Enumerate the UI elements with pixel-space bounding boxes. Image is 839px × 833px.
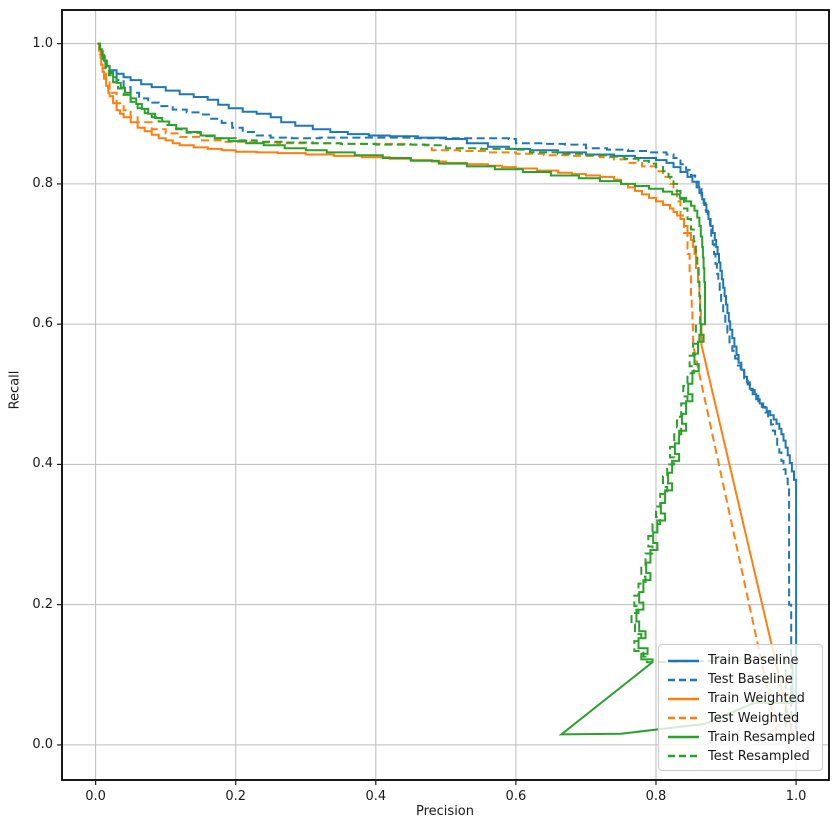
legend-row: Train Baseline xyxy=(668,651,814,670)
axes-frame xyxy=(61,9,830,781)
y-tick-label: 0.2 xyxy=(32,596,53,612)
legend-label: Train Baseline xyxy=(708,653,799,668)
series-line-train-baseline xyxy=(97,42,798,731)
legend-line-sample xyxy=(668,678,699,681)
x-tick-label: 0.0 xyxy=(85,789,106,804)
legend-label: Train Weighted xyxy=(708,691,805,707)
series-line-test-weighted xyxy=(97,42,778,732)
y-tick-label: 0.6 xyxy=(32,316,53,332)
legend-label: Test Resampled xyxy=(708,748,810,764)
legend-line-sample xyxy=(668,659,699,662)
legend-label: Test Weighted xyxy=(708,710,800,726)
legend-line-sample xyxy=(668,716,699,720)
x-tick-label: 0.2 xyxy=(225,789,247,804)
legend-row: Test Weighted xyxy=(668,709,814,728)
legend-line-sample xyxy=(668,755,699,758)
legend-line-sample xyxy=(668,697,699,701)
legend-row: Test Resampled xyxy=(668,747,814,766)
x-axis-label: Precision xyxy=(415,804,475,819)
legend-row: Train Weighted xyxy=(668,689,814,708)
x-tick-label: 0.4 xyxy=(365,789,387,804)
legend-row: Test Baseline xyxy=(668,670,814,689)
legend: Train Baseline Test Baseline Train Weighte… xyxy=(658,644,823,771)
legend-label: Train Resampled xyxy=(708,729,816,745)
y-tick-label: 0.4 xyxy=(32,456,53,472)
y-tick-label: 0.0 xyxy=(32,736,53,752)
x-tick-label: 0.6 xyxy=(505,789,527,804)
legend-row: Train Resampled xyxy=(668,728,816,747)
series-line-test-resampled xyxy=(97,42,787,731)
legend-label: Test Baseline xyxy=(708,672,793,688)
y-axis-label: Recall xyxy=(7,370,23,410)
series-line-test-baseline xyxy=(97,42,793,731)
y-tick-label: 0.8 xyxy=(32,175,53,191)
legend-line-sample xyxy=(668,736,699,739)
x-tick-label: 0.8 xyxy=(645,789,667,804)
series-line-train-resampled xyxy=(97,42,794,736)
y-tick-label: 1.0 xyxy=(32,35,53,51)
x-tick-label: 1.0 xyxy=(785,789,807,804)
